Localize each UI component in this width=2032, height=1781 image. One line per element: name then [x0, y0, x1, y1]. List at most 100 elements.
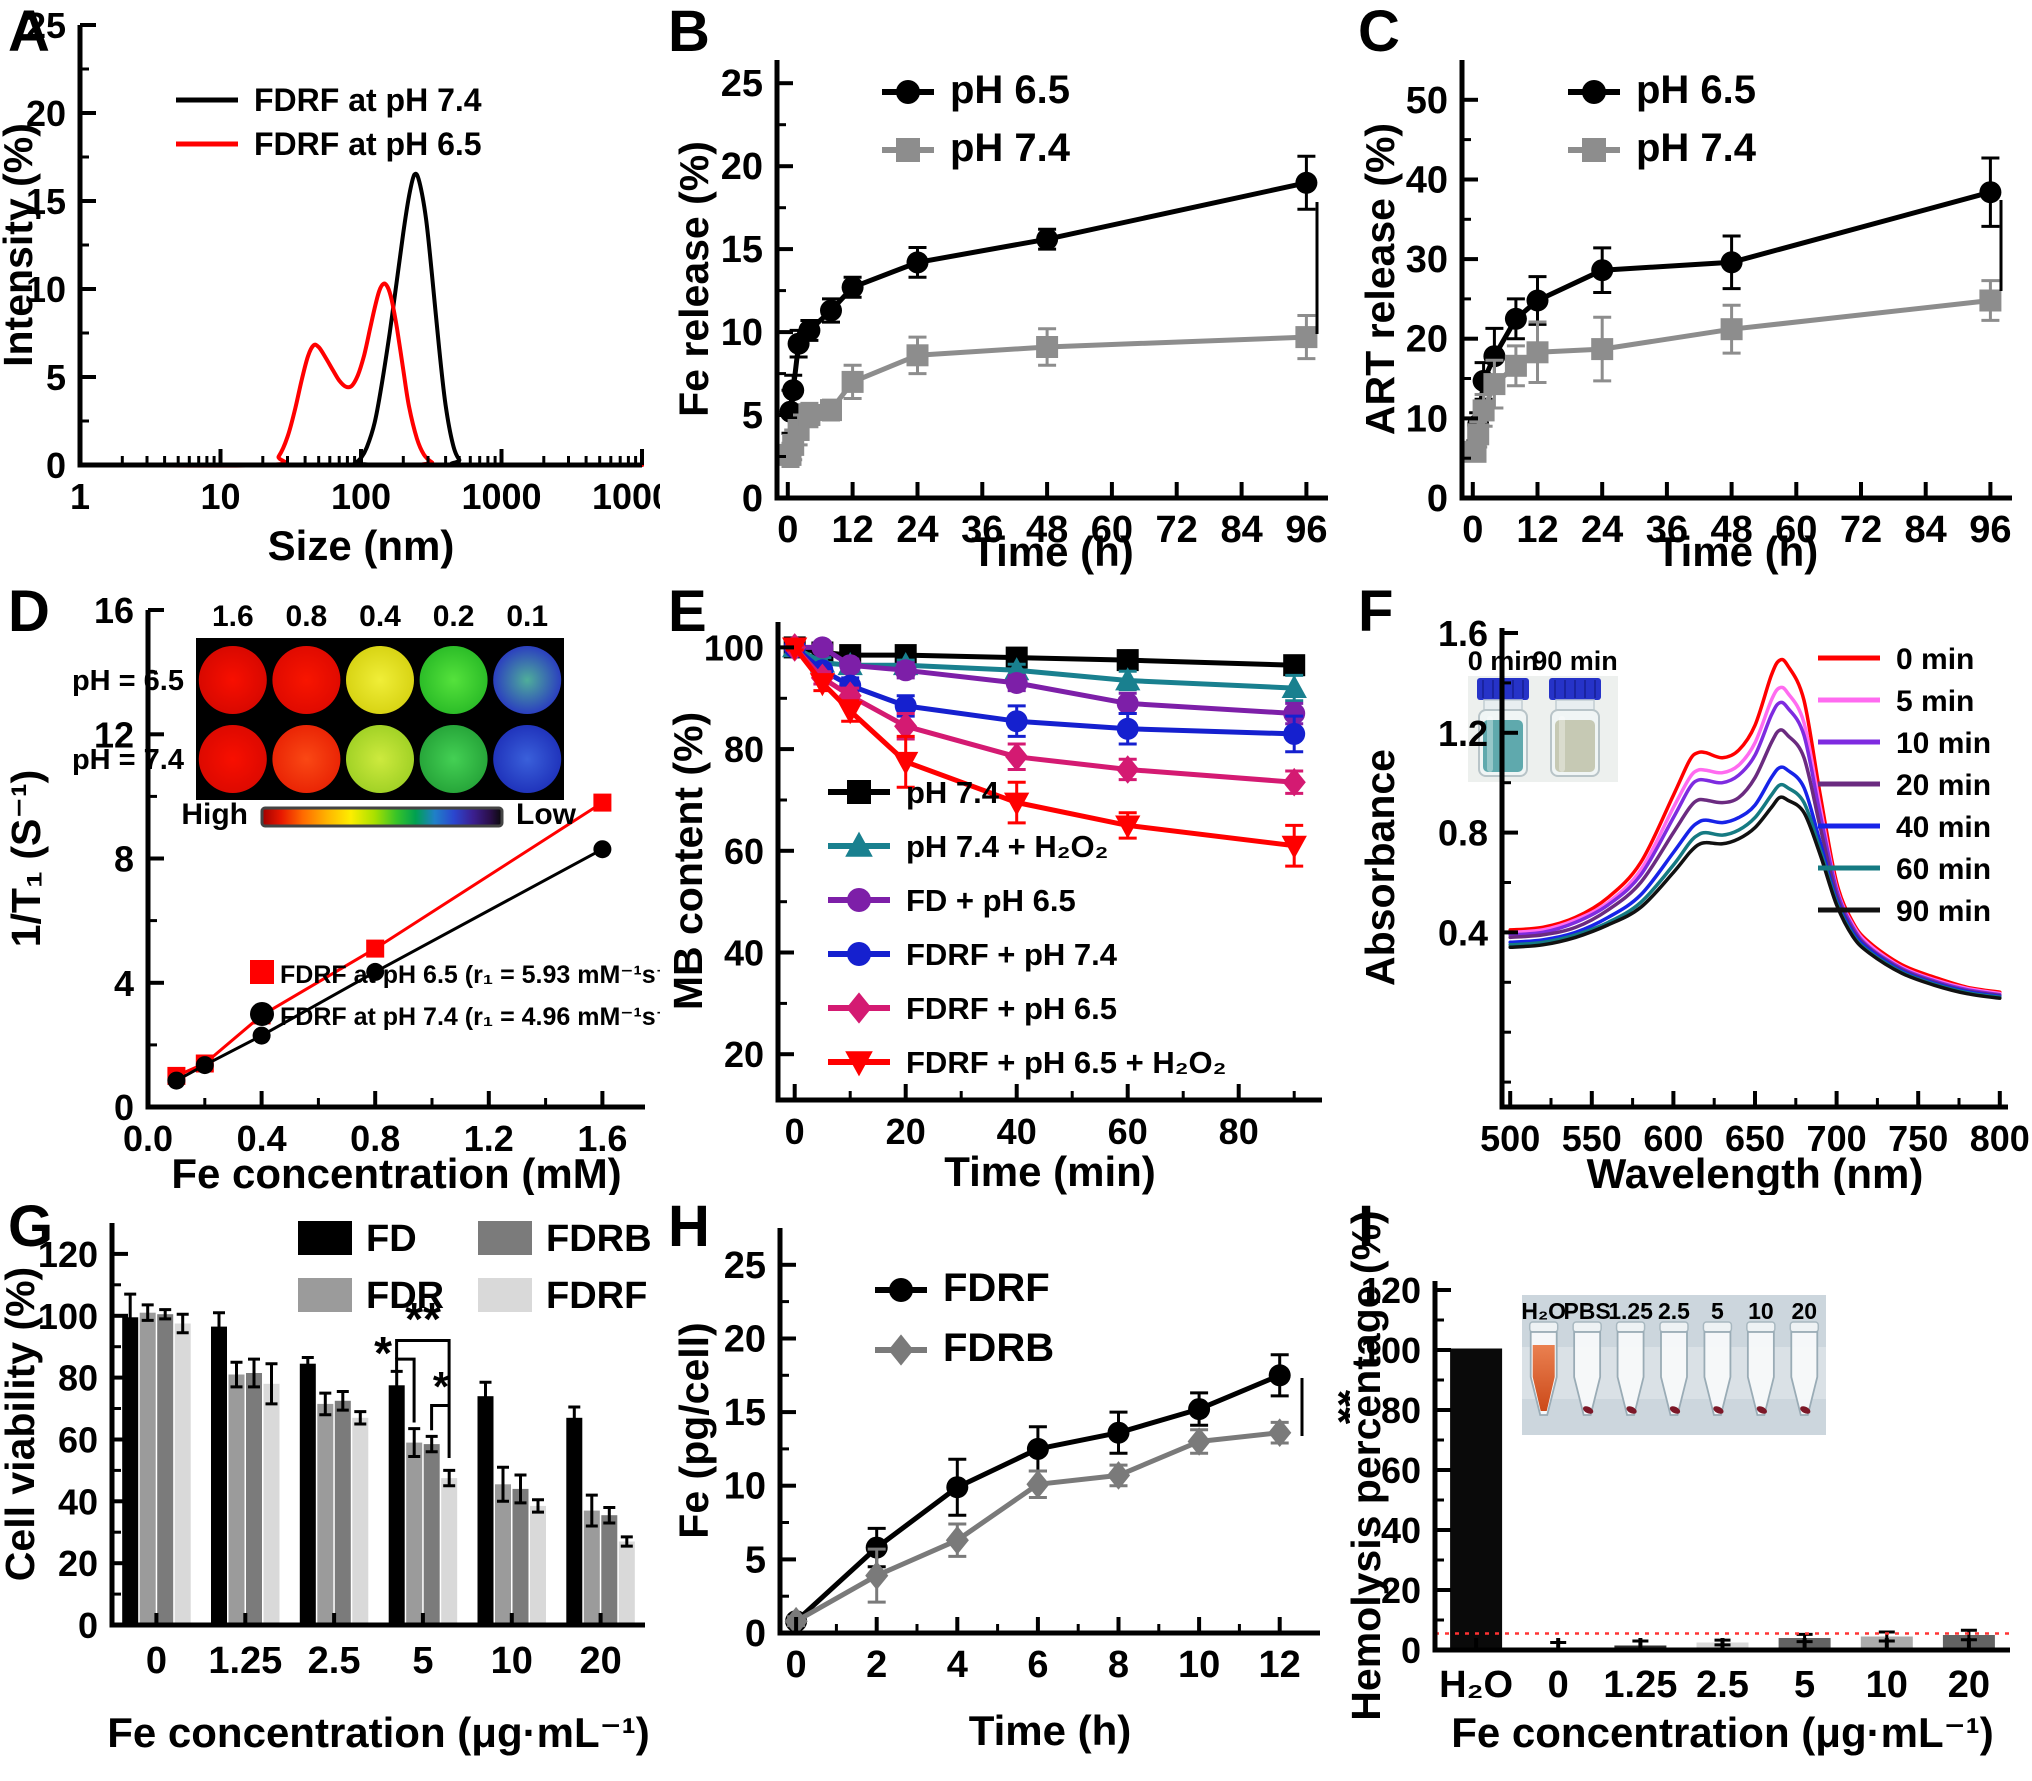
svg-text:10: 10: [26, 269, 66, 310]
svg-text:80: 80: [1219, 1111, 1259, 1152]
svg-text:0.4: 0.4: [237, 1118, 287, 1159]
svg-text:20: 20: [1792, 1298, 1818, 1324]
svg-text:8: 8: [1108, 1644, 1129, 1686]
svg-text:0: 0: [146, 1640, 167, 1682]
svg-text:2.5: 2.5: [1658, 1298, 1690, 1324]
svg-text:800: 800: [1970, 1118, 2030, 1159]
svg-text:60 min: 60 min: [1896, 853, 1991, 886]
svg-text:Cell viability (%): Cell viability (%): [0, 1267, 43, 1581]
svg-text:30: 30: [1406, 239, 1448, 281]
svg-text:Fe concentration (μg·mL⁻¹): Fe concentration (μg·mL⁻¹): [107, 1709, 650, 1756]
panel-a-chart: 0 5 10 15 20 25 1 10 100 1000 10000 Size (nm) Intens…: [0, 0, 660, 580]
svg-text:60: 60: [724, 831, 764, 872]
svg-text:FDR: FDR: [366, 1275, 444, 1317]
svg-text:750: 750: [1888, 1118, 1948, 1159]
svg-text:90 min: 90 min: [1532, 646, 1618, 676]
svg-text:1.2: 1.2: [464, 1118, 514, 1159]
panel-f-chart: 0 min 90 min 0.4 0.8 1.2 1.6 500 550 600 650 700 75…: [1350, 580, 2032, 1195]
svg-text:16: 16: [94, 590, 134, 631]
svg-text:20: 20: [1406, 319, 1448, 361]
svg-text:FDRF + pH 6.5: FDRF + pH 6.5: [906, 991, 1117, 1026]
svg-text:20: 20: [1381, 1570, 1421, 1611]
panel-i-chart: H₂O 0 1.25 2.5 5 10 20 H₂O PBS 1.25 2.5 5 10 20 0 20 40 6…: [1350, 1195, 2032, 1781]
svg-text:0: 0: [785, 1111, 805, 1152]
svg-text:2: 2: [866, 1644, 887, 1686]
svg-text:pH 6.5: pH 6.5: [950, 68, 1070, 112]
svg-text:H₂O: H₂O: [1521, 1298, 1566, 1324]
svg-text:Fe release (%): Fe release (%): [671, 141, 717, 417]
svg-text:60: 60: [1091, 509, 1133, 551]
chart-svg-d: 1.6 0.8 0.4 0.2 0.1 pH = 6.5 pH = 7.4 High Low 0 4…: [3, 590, 660, 1195]
svg-text:Fe (pg/cell): Fe (pg/cell): [671, 1322, 717, 1538]
svg-text:10: 10: [1178, 1644, 1220, 1686]
svg-text:1/T₁ (S⁻¹): 1/T₁ (S⁻¹): [3, 770, 49, 948]
svg-text:Fe concentration (mM): Fe concentration (mM): [171, 1150, 621, 1195]
svg-text:12: 12: [1516, 509, 1558, 551]
svg-text:PBS: PBS: [1563, 1298, 1610, 1324]
svg-text:*: *: [374, 1327, 392, 1379]
svg-text:1.25: 1.25: [208, 1640, 282, 1682]
svg-text:5: 5: [412, 1640, 433, 1682]
svg-text:5: 5: [742, 395, 763, 437]
svg-text:10: 10: [724, 1466, 766, 1508]
svg-text:10: 10: [1866, 1664, 1908, 1706]
svg-text:20: 20: [724, 1319, 766, 1361]
svg-text:48: 48: [1026, 509, 1068, 551]
svg-text:84: 84: [1905, 509, 1947, 551]
svg-text:10: 10: [491, 1640, 533, 1682]
svg-text:0: 0: [114, 1087, 134, 1128]
svg-text:100: 100: [1361, 1330, 1421, 1371]
svg-text:*: *: [2012, 236, 2032, 255]
svg-text:12: 12: [94, 714, 134, 755]
svg-text:100: 100: [38, 1296, 98, 1337]
svg-text:24: 24: [896, 509, 938, 551]
panel-B: B 0 5 10 15 20 25 0 12 24 36 48 60 72 84 96 Time (h) Fe …: [660, 0, 1350, 580]
svg-text:72: 72: [1840, 509, 1882, 551]
svg-text:20: 20: [886, 1111, 926, 1152]
svg-text:FDRF at pH 7.4: FDRF at pH 7.4: [254, 82, 482, 118]
panel-I: I H₂O 0 1.25 2.5 5 10 20 H₂O PBS 1.25 2.5 5 10 20 0 20 4…: [1350, 1195, 2032, 1781]
svg-text:pH 6.5: pH 6.5: [1636, 68, 1756, 112]
svg-text:10: 10: [1748, 1298, 1774, 1324]
panel-b-chart: 0 5 10 15 20 25 0 12 24 36 48 60 72 84 96 Time (h) Fe re…: [660, 0, 1350, 580]
svg-text:FDRF at pH 6.5: FDRF at pH 6.5: [254, 126, 482, 162]
svg-text:pH 7.4 + H₂O₂: pH 7.4 + H₂O₂: [906, 829, 1108, 864]
svg-text:0: 0: [745, 1613, 766, 1655]
svg-text:1: 1: [70, 476, 90, 517]
panel-G-letter: G: [8, 1195, 54, 1259]
svg-text:100: 100: [331, 476, 391, 517]
svg-text:5: 5: [1794, 1664, 1815, 1706]
svg-text:1.6: 1.6: [1438, 613, 1488, 654]
svg-text:0: 0: [786, 1644, 807, 1686]
svg-text:96: 96: [1285, 509, 1327, 551]
svg-text:25: 25: [724, 1245, 766, 1287]
svg-text:72: 72: [1156, 509, 1198, 551]
svg-text:2.5: 2.5: [308, 1640, 361, 1682]
panel-d-chart: 1.6 0.8 0.4 0.2 0.1 pH = 6.5 pH = 7.4 High Low 0 4…: [0, 580, 660, 1195]
svg-text:10: 10: [200, 476, 240, 517]
svg-text:4: 4: [947, 1644, 968, 1686]
svg-text:1000: 1000: [461, 476, 541, 517]
svg-text:36: 36: [961, 509, 1003, 551]
panel-B-letter: B: [668, 0, 710, 64]
svg-text:pH 7.4: pH 7.4: [950, 126, 1071, 170]
svg-text:5: 5: [1711, 1298, 1724, 1324]
panel-H: H 0 5 10 15 20 25 0 2 4 6 8 10 12 Time (h) Fe (pg/cell…: [660, 1195, 1350, 1781]
svg-text:36: 36: [1646, 509, 1688, 551]
panel-E: E 20 40 60 80 100 0 20 40 60 80 Time (min) MB conte…: [660, 580, 1350, 1195]
svg-text:24: 24: [1581, 509, 1623, 551]
svg-text:0 min: 0 min: [1896, 643, 1974, 676]
svg-text:0.4: 0.4: [359, 600, 401, 633]
svg-text:8: 8: [114, 839, 134, 880]
svg-text:25: 25: [721, 63, 763, 105]
svg-text:20: 20: [579, 1640, 621, 1682]
svg-text:40: 40: [1406, 160, 1448, 202]
chart-svg-a: 0 5 10 15 20 25 1 10 100 1000 10000 Size (nm) Intens…: [0, 5, 660, 569]
svg-text:Fe concentration (μg·mL⁻¹): Fe concentration (μg·mL⁻¹): [1451, 1709, 1994, 1756]
panel-D-letter: D: [8, 580, 50, 644]
svg-text:4: 4: [114, 963, 134, 1004]
svg-text:12: 12: [1259, 1644, 1301, 1686]
svg-text:FDRF: FDRF: [943, 1266, 1050, 1310]
svg-text:15: 15: [26, 181, 66, 222]
